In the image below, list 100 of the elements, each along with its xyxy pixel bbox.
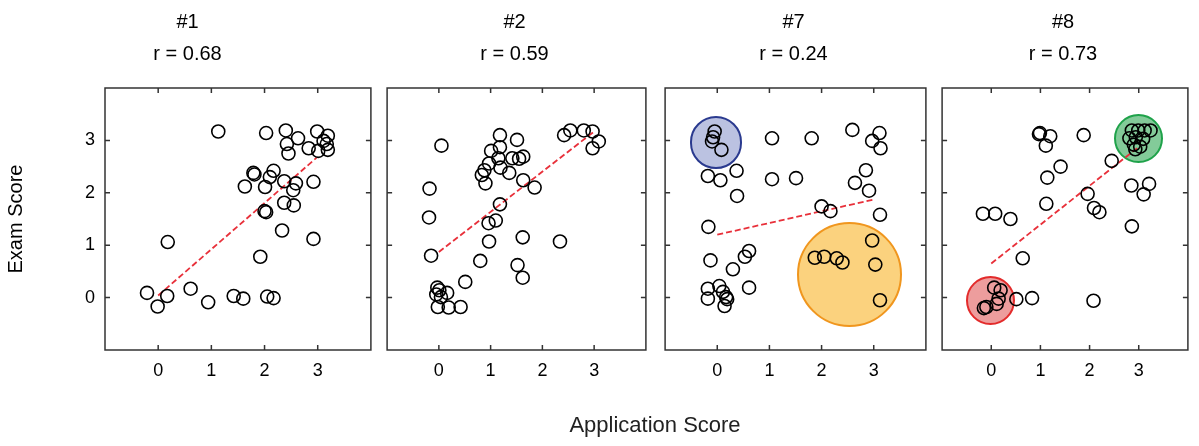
point [515,270,531,285]
chart-title: #7 [782,9,805,32]
point [1104,153,1119,169]
point [527,180,542,195]
chart-title: #1 [176,9,199,32]
point [492,127,508,143]
point [200,295,216,310]
point [563,123,578,138]
point [515,230,531,245]
point [986,280,1002,295]
x-tick-label: 2 [259,359,270,380]
point [1136,187,1151,202]
point [453,299,468,315]
point [847,175,863,191]
y-axis-title: Exam Score [3,164,26,274]
point [764,131,780,146]
point [257,179,273,195]
point [829,251,845,266]
point [715,284,731,300]
point [428,287,444,302]
point [278,123,294,138]
point [274,223,290,238]
point [585,124,600,139]
point [430,299,446,315]
point [1124,178,1139,193]
point [488,213,504,228]
point [1128,142,1143,157]
point [1076,127,1091,143]
point [276,173,292,189]
point [509,132,525,148]
point [235,291,251,306]
point [700,168,716,184]
point [423,248,439,263]
point [835,255,850,270]
point [1040,170,1055,185]
point [712,278,727,294]
x-tick-label: 3 [1133,359,1144,380]
point [700,281,716,296]
y-tick-label: 3 [84,129,95,150]
point [441,300,456,315]
point [1038,138,1054,153]
point [864,233,880,248]
x-tick-label: 3 [312,359,323,380]
point [1122,131,1137,146]
point [515,172,531,188]
point [556,127,572,143]
point [281,146,296,161]
x-tick-label: 1 [1035,359,1046,380]
point [1086,200,1102,216]
point [741,280,757,295]
point [301,140,316,156]
point [701,219,716,235]
point [873,140,888,156]
x-tick-label: 0 [986,359,997,380]
point [210,124,226,139]
point [729,188,745,204]
point [472,253,488,269]
point [872,292,888,308]
point [492,139,508,155]
chart-title: #2 [503,9,526,32]
point [421,210,437,225]
x-tick-label: 0 [712,359,723,380]
point [823,203,838,219]
point [320,142,336,158]
point [474,167,490,183]
point [477,162,492,178]
point [306,231,321,247]
point [150,299,165,314]
point [1009,291,1024,307]
point [139,285,155,301]
point [1141,176,1157,192]
point [439,285,455,301]
point [481,156,497,171]
chart-subtitle: r = 0.59 [480,41,549,64]
y-tick-label: 1 [84,234,95,255]
point [717,298,732,314]
point [309,124,325,139]
point [492,197,508,212]
point [816,249,832,265]
point [252,249,268,265]
point [285,182,301,198]
point [729,163,744,179]
point [845,122,860,138]
point [306,174,321,190]
point [433,289,449,305]
point [159,288,175,304]
point [262,169,278,185]
point [481,234,497,249]
point [316,133,331,149]
point [457,274,473,290]
x-tick-label: 3 [589,359,600,380]
point [491,150,506,166]
point [725,262,741,277]
x-tick-label: 1 [206,359,217,380]
point [286,198,302,213]
point [290,131,306,146]
point [1053,159,1068,174]
point [713,172,728,188]
point [993,282,1008,298]
point [585,140,600,156]
